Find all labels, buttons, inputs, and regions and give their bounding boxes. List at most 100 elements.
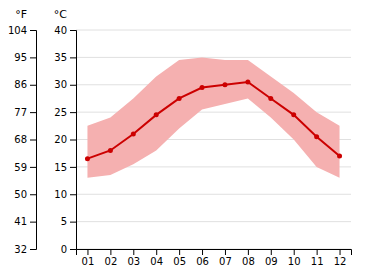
grid-line	[76, 30, 351, 31]
tick-label: 35	[54, 52, 67, 63]
tick-mark	[248, 249, 249, 255]
tick: 40	[54, 25, 76, 36]
tick-mark	[30, 249, 36, 250]
tick-label: 02	[105, 256, 118, 267]
grid-line	[76, 57, 351, 58]
tick-label: 09	[265, 256, 278, 267]
marker	[314, 134, 319, 139]
tick-mark	[30, 167, 36, 168]
tick-label: 03	[127, 256, 140, 267]
tick-label: 07	[219, 256, 232, 267]
tick-label: 32	[14, 244, 27, 255]
tick-label: 04	[150, 256, 163, 267]
tick-mark	[271, 249, 272, 255]
x-axis: 01 02 03 04 05 06 07 08 09 10 11 12	[77, 249, 352, 267]
marker	[131, 132, 136, 137]
marker	[291, 112, 296, 117]
tick-mark	[70, 194, 76, 195]
tick: 05	[173, 249, 186, 267]
tick-label: 5	[61, 216, 67, 227]
tick-label: 11	[311, 256, 324, 267]
tick: 77	[14, 107, 36, 118]
marker	[268, 96, 273, 101]
marker	[245, 80, 250, 85]
tick-label: 10	[288, 256, 301, 267]
tick-mark	[30, 140, 36, 141]
marker	[177, 96, 182, 101]
tick-label: 05	[173, 256, 186, 267]
tick: 10	[288, 249, 301, 267]
tick-mark	[30, 222, 36, 223]
tick: 08	[242, 249, 255, 267]
tick: 11	[311, 249, 324, 267]
plot-area: 0102030405060708091011120510152025303540…	[8, 8, 352, 267]
tick: 59	[14, 162, 36, 173]
tick: 09	[265, 249, 278, 267]
tick: 5	[61, 216, 76, 227]
tick-mark	[30, 85, 36, 86]
marker	[85, 156, 90, 161]
tick-mark	[70, 30, 76, 31]
band	[87, 57, 339, 177]
tick: 41	[14, 216, 36, 227]
marks	[85, 57, 342, 177]
tick-label: 68	[14, 134, 27, 145]
tick-mark	[179, 249, 180, 255]
tick: 04	[150, 249, 163, 267]
tick: 12	[334, 249, 347, 267]
tick: 104	[8, 25, 36, 36]
tick-mark	[156, 249, 157, 255]
tick-label: 59	[14, 162, 27, 173]
tick: 10	[54, 189, 76, 200]
tick: 25	[54, 107, 76, 118]
y-axis: 0510152025303540	[54, 25, 76, 255]
tick-label: 104	[8, 25, 27, 36]
tick-label: 40	[54, 25, 67, 36]
tick: 86	[14, 79, 36, 90]
tick-label: 30	[54, 79, 67, 90]
marker	[108, 148, 113, 153]
grid-line	[76, 221, 351, 222]
axis-line	[30, 31, 37, 250]
tick: 15	[54, 162, 76, 173]
tick-mark	[70, 112, 76, 113]
axis-line	[70, 31, 77, 250]
tick-mark	[340, 249, 341, 255]
tick-mark	[87, 249, 88, 255]
tick-label: 25	[54, 107, 67, 118]
tick: 95	[14, 52, 36, 63]
tick-mark	[70, 249, 76, 250]
tick: 02	[105, 249, 118, 267]
tick-mark	[70, 222, 76, 223]
tick-mark	[110, 249, 111, 255]
tick-label: 12	[334, 256, 347, 267]
tick-label: 06	[196, 256, 209, 267]
y-axis-title: °C	[54, 8, 68, 21]
tick-mark	[294, 249, 295, 255]
line	[87, 82, 339, 159]
tick-mark	[317, 249, 318, 255]
tick: 01	[82, 249, 95, 267]
marker	[200, 85, 205, 90]
tick: 50	[14, 189, 36, 200]
marker	[154, 112, 159, 117]
tick-mark	[202, 249, 203, 255]
tick-label: 41	[14, 216, 27, 227]
tick: 07	[219, 249, 232, 267]
tick-label: 10	[54, 189, 67, 200]
tick-mark	[30, 57, 36, 58]
tick-label: 0	[61, 244, 67, 255]
tick: 0	[61, 244, 76, 255]
tick: 30	[54, 79, 76, 90]
tick-label: 95	[14, 52, 27, 63]
tick-mark	[225, 249, 226, 255]
tick-mark	[70, 85, 76, 86]
tick: 32	[14, 244, 36, 255]
grid-line	[76, 194, 351, 195]
tick-mark	[30, 112, 36, 113]
tick-label: 86	[14, 79, 27, 90]
tick: 68	[14, 134, 36, 145]
tick-mark	[70, 167, 76, 168]
tick: 06	[196, 249, 209, 267]
y2-axis-title: °F	[15, 8, 27, 21]
